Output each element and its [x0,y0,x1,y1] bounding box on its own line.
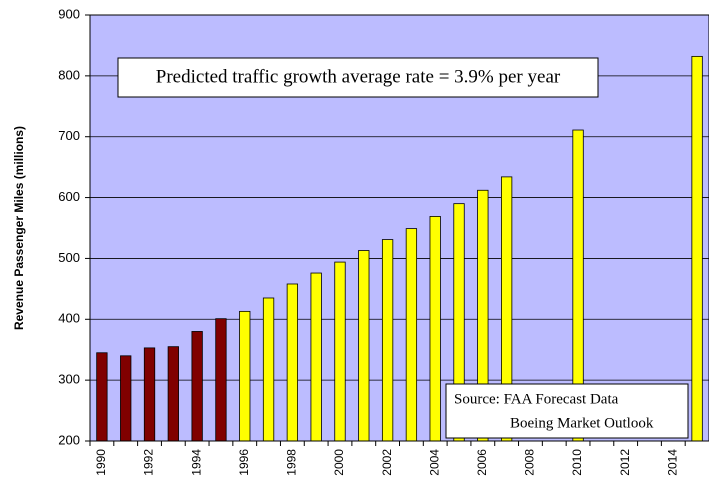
annotation-box [117,57,599,98]
x-tick-label: 2002 [380,449,394,476]
bar [381,239,394,442]
bar [358,250,370,442]
bar [167,346,179,442]
y-tick-label: 900 [58,6,80,21]
source-line: Source: FAA Forecast Data [454,391,619,407]
y-tick-label: 500 [58,250,80,265]
bar [429,216,441,442]
bar [239,310,251,442]
bar [215,318,227,442]
x-tick-label: 1994 [189,449,203,476]
bar [310,272,322,442]
x-tick-label: 2014 [665,449,679,476]
y-axis-label: Revenue Passenger Miles (millions) [12,126,26,330]
x-tick-label: 2004 [427,449,441,476]
x-tick-label: 2012 [618,449,632,476]
bar [143,347,156,442]
bar [691,55,703,442]
bar [120,355,132,442]
annotation: Predicted traffic growth average rate = … [156,66,561,87]
source-box [445,383,689,439]
x-tick-label: 1992 [142,449,156,476]
bar [334,261,346,442]
y-tick-label: 200 [58,432,80,447]
x-tick-label: 1990 [94,449,108,476]
x-tick-label: 2006 [475,449,489,476]
source-line: Boeing Market Outlook [510,415,654,431]
x-tick-label: 1996 [237,449,251,476]
y-tick-label: 600 [58,189,80,204]
y-tick-label: 700 [58,128,80,143]
x-tick-label: 1998 [285,449,299,476]
x-tick-label: 2000 [332,449,346,476]
x-tick-label: 2008 [523,449,537,476]
x-tick-label: 2010 [570,449,584,476]
bar [286,283,299,442]
bar [262,297,275,442]
y-tick-label: 800 [58,67,80,82]
bar [405,228,418,442]
bar [191,331,203,442]
y-tick-label: 400 [58,311,80,326]
y-tick-label: 300 [58,372,80,387]
bar [96,352,108,442]
